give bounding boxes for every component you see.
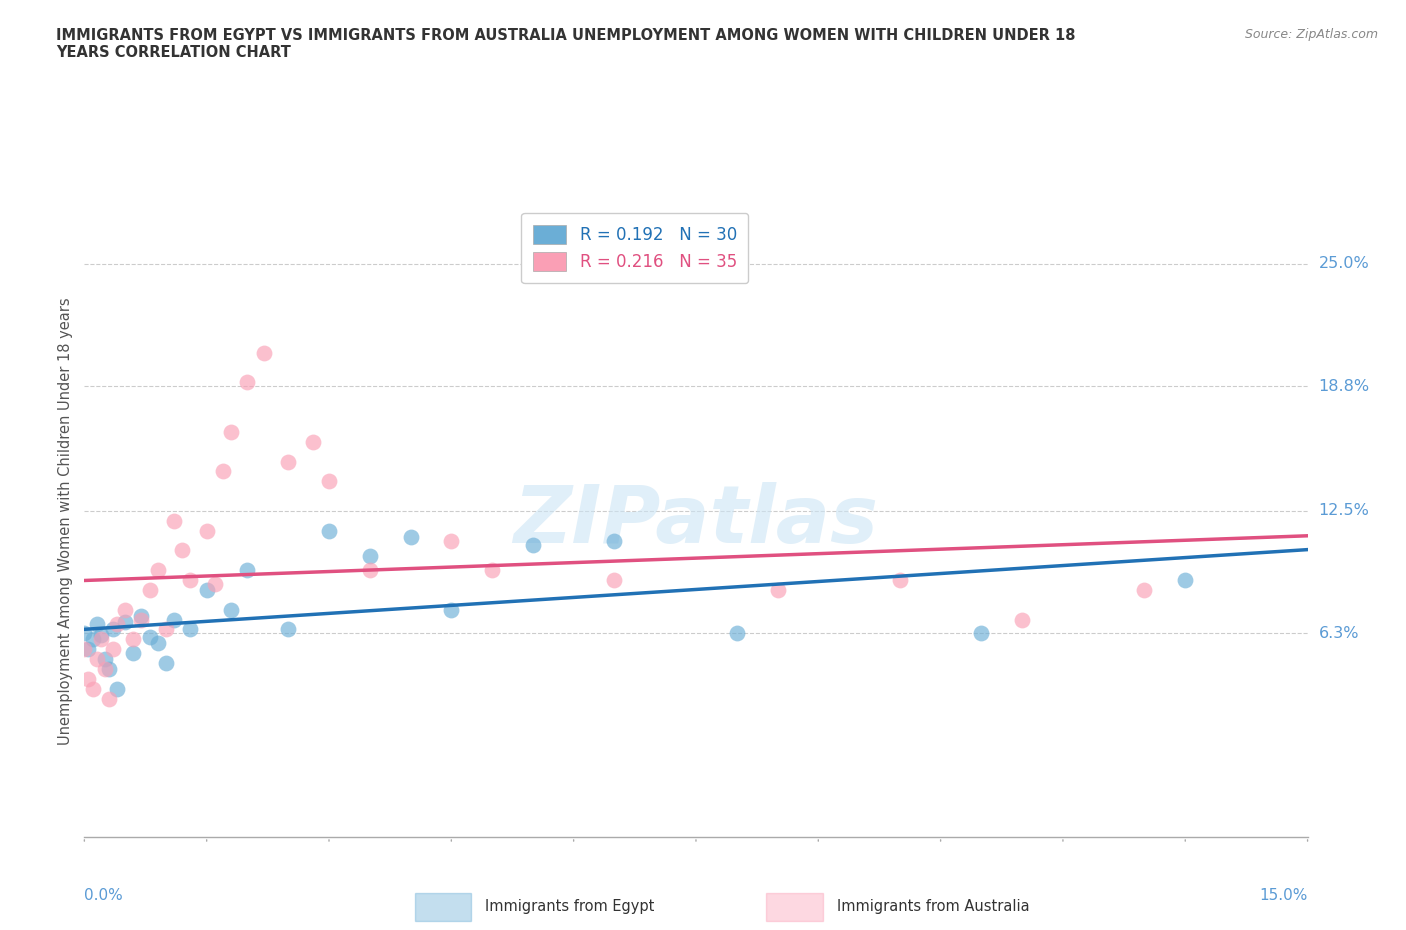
Point xyxy=(101,642,124,657)
Point xyxy=(318,474,340,489)
Point xyxy=(318,524,340,538)
Point xyxy=(440,603,463,618)
Point xyxy=(163,612,186,627)
Point xyxy=(155,656,177,671)
Text: 18.8%: 18.8% xyxy=(1319,379,1369,394)
Point xyxy=(179,622,201,637)
Point xyxy=(603,533,626,548)
Text: IMMIGRANTS FROM EGYPT VS IMMIGRANTS FROM AUSTRALIA UNEMPLOYMENT AMONG WOMEN WITH: IMMIGRANTS FROM EGYPT VS IMMIGRANTS FROM… xyxy=(56,28,1076,60)
Text: ZIPatlas: ZIPatlas xyxy=(513,482,879,560)
Point xyxy=(86,616,108,631)
Point xyxy=(73,626,96,641)
Point xyxy=(236,375,259,390)
Point xyxy=(97,661,120,676)
Point xyxy=(277,454,299,469)
Point xyxy=(77,642,100,657)
Point xyxy=(1133,582,1156,597)
Point xyxy=(399,529,422,544)
Text: Immigrants from Egypt: Immigrants from Egypt xyxy=(485,899,654,914)
Point xyxy=(1011,612,1033,627)
Point xyxy=(146,563,169,578)
Point xyxy=(253,345,276,360)
Point xyxy=(93,661,115,676)
Point xyxy=(236,563,259,578)
Legend: R = 0.192   N = 30, R = 0.216   N = 35: R = 0.192 N = 30, R = 0.216 N = 35 xyxy=(522,213,748,283)
Point xyxy=(359,563,381,578)
Point xyxy=(138,582,160,597)
Point xyxy=(114,603,136,618)
Point xyxy=(359,549,381,564)
Point xyxy=(131,608,153,623)
Point xyxy=(179,573,201,588)
Point xyxy=(86,652,108,667)
Text: Immigrants from Australia: Immigrants from Australia xyxy=(837,899,1029,914)
Point xyxy=(105,616,128,631)
Point xyxy=(766,582,789,597)
Point xyxy=(97,691,120,706)
Text: Source: ZipAtlas.com: Source: ZipAtlas.com xyxy=(1244,28,1378,41)
Point xyxy=(219,603,242,618)
Point xyxy=(114,614,136,629)
Point xyxy=(90,628,112,643)
Point xyxy=(77,671,100,686)
Point xyxy=(195,524,218,538)
Point xyxy=(970,626,993,641)
Point xyxy=(82,632,104,647)
Point xyxy=(204,577,226,591)
Text: 6.3%: 6.3% xyxy=(1319,626,1360,641)
Point xyxy=(90,632,112,647)
Point xyxy=(82,682,104,697)
Text: 0.0%: 0.0% xyxy=(84,888,124,903)
Y-axis label: Unemployment Among Women with Children Under 18 years: Unemployment Among Women with Children U… xyxy=(58,297,73,745)
Point xyxy=(138,630,160,644)
Point xyxy=(603,573,626,588)
Point xyxy=(172,543,194,558)
Point xyxy=(122,632,145,647)
Point xyxy=(195,582,218,597)
Point xyxy=(277,622,299,637)
Point xyxy=(122,645,145,660)
Point xyxy=(481,563,503,578)
Point xyxy=(212,464,235,479)
Point xyxy=(101,622,124,637)
Point xyxy=(155,622,177,637)
Point xyxy=(131,612,153,627)
Point xyxy=(219,424,242,439)
Point xyxy=(73,642,96,657)
Point xyxy=(440,533,463,548)
Text: 15.0%: 15.0% xyxy=(1260,888,1308,903)
Text: 12.5%: 12.5% xyxy=(1319,503,1369,518)
Point xyxy=(1174,573,1197,588)
Point xyxy=(889,573,911,588)
Point xyxy=(725,626,748,641)
Point xyxy=(93,652,115,667)
Point xyxy=(105,682,128,697)
Text: 25.0%: 25.0% xyxy=(1319,257,1369,272)
Point xyxy=(301,434,323,449)
Point xyxy=(146,636,169,651)
Point xyxy=(163,513,186,528)
Point xyxy=(522,538,544,552)
